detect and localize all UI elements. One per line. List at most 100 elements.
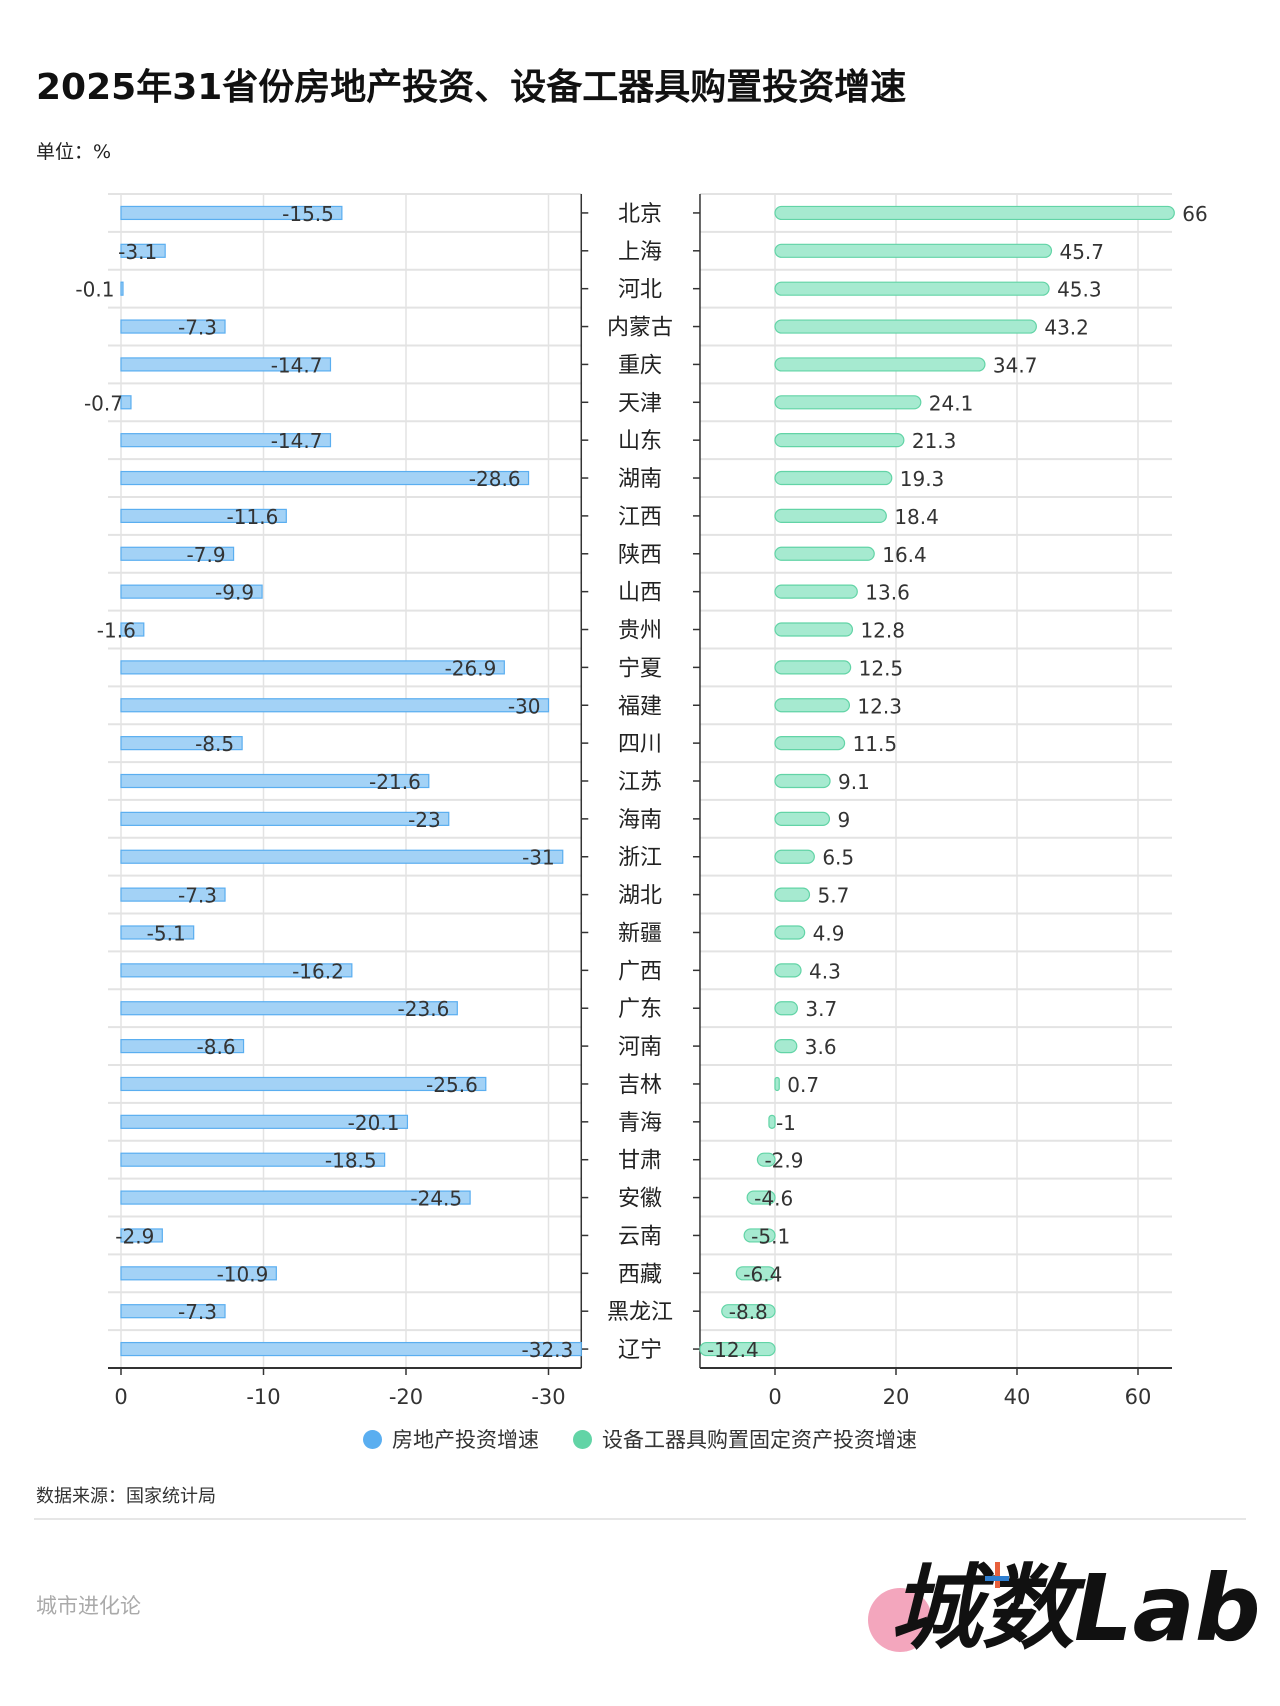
bar-equipment [774, 1038, 798, 1054]
data-label-equipment: -1 [776, 1111, 796, 1135]
data-label-real-estate: -21.6 [369, 770, 421, 794]
data-label-equipment: 11.5 [853, 732, 898, 756]
legend-dot-green-icon [573, 1429, 592, 1449]
bar-real-estate [120, 1341, 582, 1357]
legend-item-equipment[interactable]: 设备工器具购置固定资产投资增速 [573, 1424, 917, 1454]
bar-equipment [746, 1190, 776, 1205]
bar-equipment [774, 773, 831, 789]
bar-real-estate [120, 849, 564, 864]
bar-equipment [774, 470, 893, 486]
x-tick-label-right: 60 [1125, 1385, 1152, 1409]
bar-real-estate [120, 243, 166, 258]
data-label-real-estate: -25.6 [426, 1073, 478, 1097]
bar-real-estate [120, 1076, 487, 1092]
data-label-real-estate: -7.9 [187, 543, 226, 567]
bar-real-estate [120, 470, 530, 486]
bar-real-estate [120, 508, 287, 524]
category-label: 重庆 [618, 353, 662, 378]
bar-real-estate [120, 281, 124, 296]
data-label-real-estate: -20.1 [348, 1111, 400, 1135]
data-label-equipment: -4.6 [754, 1187, 793, 1211]
legend-label: 房地产投资增速 [392, 1428, 539, 1452]
data-label-real-estate: -15.5 [282, 202, 334, 226]
data-label-equipment: 5.7 [817, 884, 849, 908]
data-label-equipment: 21.3 [912, 429, 957, 453]
divider [34, 1518, 1246, 1520]
data-label-real-estate: -30 [508, 694, 541, 718]
data-label-real-estate: -0.7 [84, 391, 123, 415]
category-label: 黑龙江 [607, 1300, 673, 1325]
bar-equipment [774, 584, 858, 599]
data-label-equipment: 45.3 [1057, 278, 1102, 302]
category-label: 西藏 [618, 1262, 662, 1287]
category-label: 青海 [618, 1111, 662, 1136]
data-label-equipment: 45.7 [1059, 240, 1104, 264]
category-label: 云南 [618, 1224, 662, 1249]
bar-equipment [774, 887, 811, 902]
category-label: 广西 [618, 959, 662, 984]
legend-dot-blue-icon [363, 1429, 382, 1449]
bar-equipment [743, 1228, 776, 1243]
bar-real-estate [120, 736, 243, 751]
bar-equipment [774, 1001, 798, 1016]
data-label-equipment: 3.6 [805, 1035, 837, 1059]
data-source: 数据来源：国家统计局 [36, 1486, 216, 1507]
category-label: 安徽 [618, 1187, 662, 1212]
data-label-equipment: 4.9 [813, 921, 845, 945]
data-label-equipment: -6.4 [743, 1262, 782, 1286]
bar-real-estate [120, 698, 550, 713]
data-label-real-estate: -7.3 [178, 884, 217, 908]
bar-real-estate [120, 1114, 409, 1129]
bar-real-estate [120, 205, 343, 221]
data-label-equipment: -2.9 [764, 1149, 803, 1173]
data-label-real-estate: -16.2 [292, 959, 344, 983]
data-label-real-estate: -23.6 [398, 997, 450, 1021]
category-label: 天津 [618, 391, 662, 416]
category-label: 湖南 [618, 467, 662, 492]
category-label: 四川 [618, 732, 662, 757]
data-label-equipment: 34.7 [993, 353, 1038, 377]
bar-equipment [774, 546, 875, 561]
bar-equipment [774, 925, 806, 940]
bar-real-estate [120, 319, 226, 334]
data-label-equipment: 4.3 [809, 959, 841, 983]
category-label: 江苏 [618, 770, 662, 795]
chart-title: 2025年31省份房地产投资、设备工器具购置投资增速 [36, 67, 907, 108]
bar-real-estate [120, 584, 263, 599]
bar-real-estate [120, 887, 226, 902]
bar-real-estate [120, 357, 332, 372]
x-tick-label-right: 0 [768, 1385, 781, 1409]
data-label-real-estate: -7.3 [178, 316, 217, 340]
data-label-equipment: 12.8 [860, 619, 905, 643]
bar-equipment [699, 1341, 776, 1357]
legend: 房地产投资增速 设备工器具购置固定资产投资增速 [0, 1424, 1280, 1454]
data-label-real-estate: -31 [522, 846, 555, 870]
bar-real-estate [120, 773, 430, 789]
x-tick-label-right: 40 [1004, 1385, 1031, 1409]
butterfly-bar-chart: 0 -10 -20 -30 0 20 40 60 北京 -15.5 66 上海 -3.1 45.7 河北 -0… [75, 193, 1208, 1409]
data-label-real-estate: -24.5 [410, 1187, 462, 1211]
bar-real-estate [120, 1228, 163, 1243]
data-label-real-estate: -23 [408, 808, 441, 832]
data-label-equipment: 13.6 [865, 581, 910, 605]
data-label-equipment: 16.4 [882, 543, 927, 567]
x-tick-label-left: -10 [246, 1385, 280, 1409]
bar-equipment [774, 243, 1053, 258]
legend-label: 设备工器具购置固定资产投资增速 [602, 1428, 917, 1452]
category-label: 内蒙古 [607, 316, 673, 341]
category-label: 福建 [618, 694, 662, 719]
bar-real-estate [120, 1001, 458, 1016]
x-tick-label-left: 0 [114, 1385, 127, 1409]
legend-item-real-estate[interactable]: 房地产投资增速 [363, 1424, 539, 1454]
bar-real-estate [120, 925, 195, 940]
bar-real-estate [120, 395, 132, 410]
bar-real-estate [120, 1190, 471, 1205]
category-label: 陕西 [618, 543, 662, 568]
bar-equipment [774, 736, 846, 751]
data-label-real-estate: -5.1 [147, 921, 186, 945]
data-label-equipment: -5.1 [751, 1224, 790, 1248]
data-label-real-estate: -0.1 [75, 278, 114, 302]
x-tick-label-left: -20 [389, 1385, 423, 1409]
category-label: 宁夏 [618, 656, 662, 681]
category-label: 贵州 [618, 619, 662, 644]
